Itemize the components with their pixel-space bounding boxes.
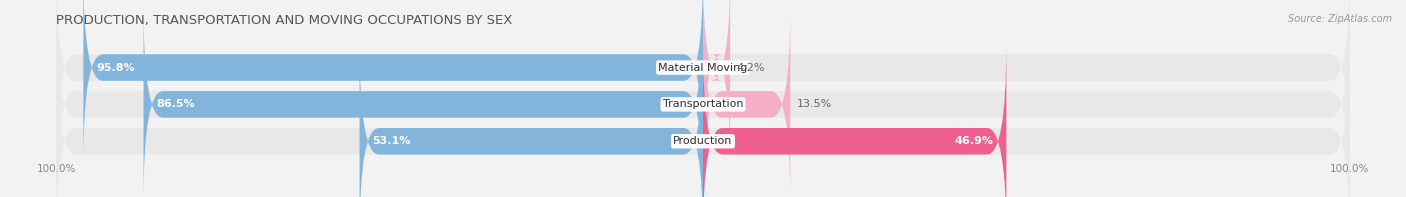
Text: Material Moving: Material Moving xyxy=(658,63,748,72)
FancyBboxPatch shape xyxy=(83,0,703,165)
FancyBboxPatch shape xyxy=(703,0,730,165)
Text: 86.5%: 86.5% xyxy=(156,99,195,109)
FancyBboxPatch shape xyxy=(56,0,1350,165)
FancyBboxPatch shape xyxy=(56,44,1350,197)
Text: Source: ZipAtlas.com: Source: ZipAtlas.com xyxy=(1288,14,1392,24)
Text: 46.9%: 46.9% xyxy=(955,136,994,146)
Text: 95.8%: 95.8% xyxy=(97,63,135,72)
Text: 53.1%: 53.1% xyxy=(373,136,411,146)
FancyBboxPatch shape xyxy=(56,7,1350,197)
Text: 4.2%: 4.2% xyxy=(737,63,765,72)
Text: 13.5%: 13.5% xyxy=(797,99,832,109)
FancyBboxPatch shape xyxy=(703,7,790,197)
FancyBboxPatch shape xyxy=(360,44,703,197)
Text: Transportation: Transportation xyxy=(662,99,744,109)
Text: PRODUCTION, TRANSPORTATION AND MOVING OCCUPATIONS BY SEX: PRODUCTION, TRANSPORTATION AND MOVING OC… xyxy=(56,14,513,27)
FancyBboxPatch shape xyxy=(143,7,703,197)
FancyBboxPatch shape xyxy=(703,44,1007,197)
Text: Production: Production xyxy=(673,136,733,146)
